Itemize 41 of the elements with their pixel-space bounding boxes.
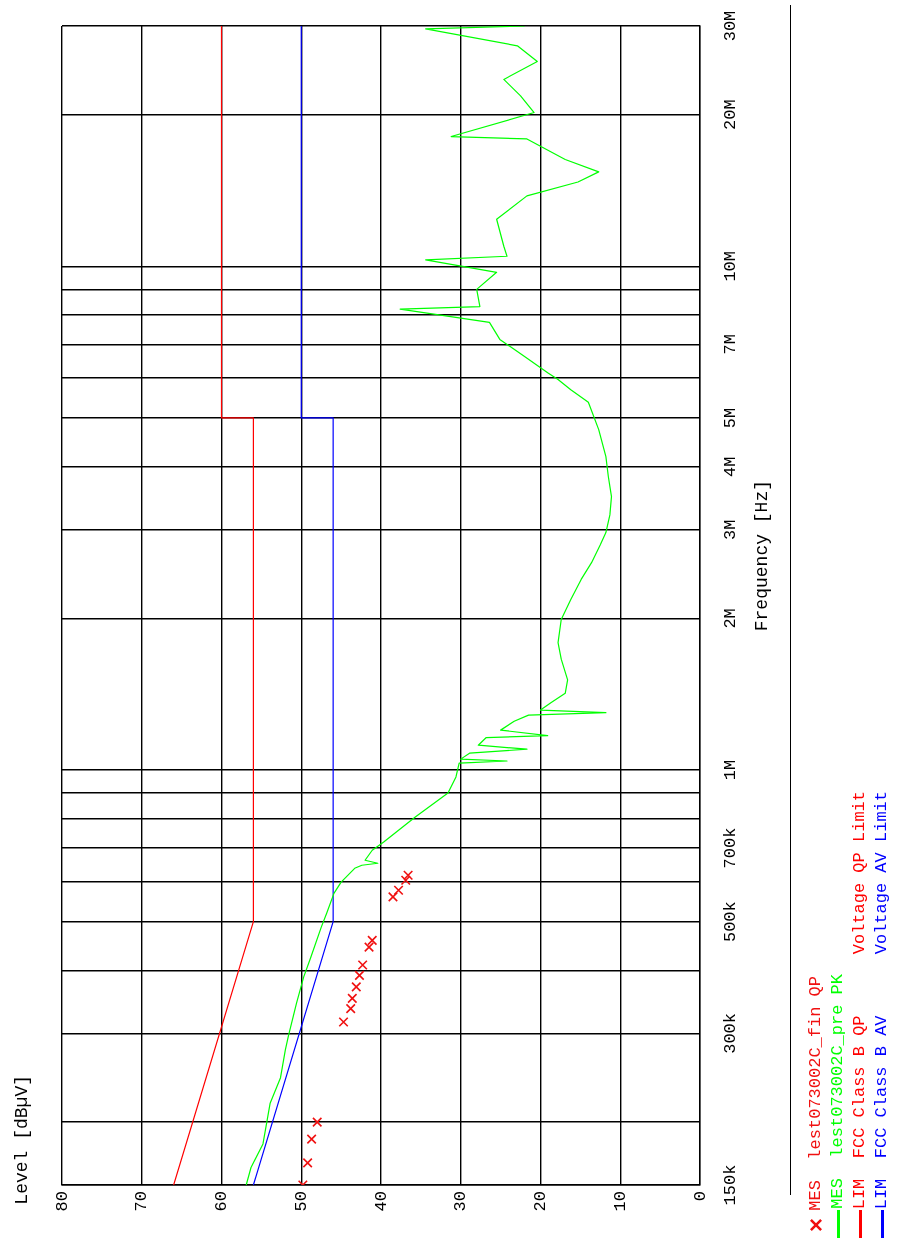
x-tick-label: 0 (690, 1191, 710, 1202)
point (351, 981, 362, 992)
y-tick-label: 500k (720, 901, 740, 943)
y-tick-label: 7M (720, 334, 740, 355)
point (393, 885, 404, 896)
y-tick-label: 1M (720, 759, 740, 781)
point (306, 1134, 317, 1145)
y-tick-label: 2M (720, 608, 740, 629)
y-tick-label: 300k (720, 1012, 740, 1054)
y-tick-label: 4M (720, 456, 740, 477)
x-tick-label: 10 (610, 1191, 630, 1212)
point (357, 960, 368, 971)
text: MES lest073002C_fin QP (805, 976, 826, 1211)
x-tick-label: 70 (132, 1191, 152, 1212)
point (403, 870, 414, 881)
x-tick-label: 80 (52, 1191, 72, 1212)
text: MES lest073002C_pre PK (827, 974, 848, 1209)
point (338, 1016, 349, 1028)
point (367, 935, 378, 946)
point (312, 1117, 323, 1128)
text: Level [dBµV] (12, 1075, 32, 1205)
point (354, 970, 365, 981)
x-tick-label: 50 (291, 1191, 311, 1212)
x-tick-label: 40 (371, 1191, 391, 1212)
y-axis-title: Frequency [Hz] (752, 480, 772, 632)
text: LIM FCC Class B AV Voltage AV Limit (871, 790, 892, 1209)
x-tick-label: 60 (212, 1191, 231, 1212)
point (400, 875, 411, 886)
y-tick-label: 5M (720, 407, 740, 429)
text: LIM FCC Class B QP Voltage QP Limit (849, 790, 870, 1209)
y-tick-label: 150k (720, 1164, 740, 1206)
point (302, 1157, 313, 1168)
y-tick-label: 10M (720, 251, 740, 282)
x-tick-label: 30 (451, 1191, 471, 1212)
point (387, 891, 399, 902)
y-tick-label: 700k (720, 827, 740, 869)
y-tick-label: 30M (720, 10, 740, 42)
x-tick-label: 20 (531, 1191, 550, 1212)
y-tick-label: 20M (720, 99, 740, 130)
y-tick-label: 3M (720, 519, 740, 540)
point (364, 942, 375, 953)
